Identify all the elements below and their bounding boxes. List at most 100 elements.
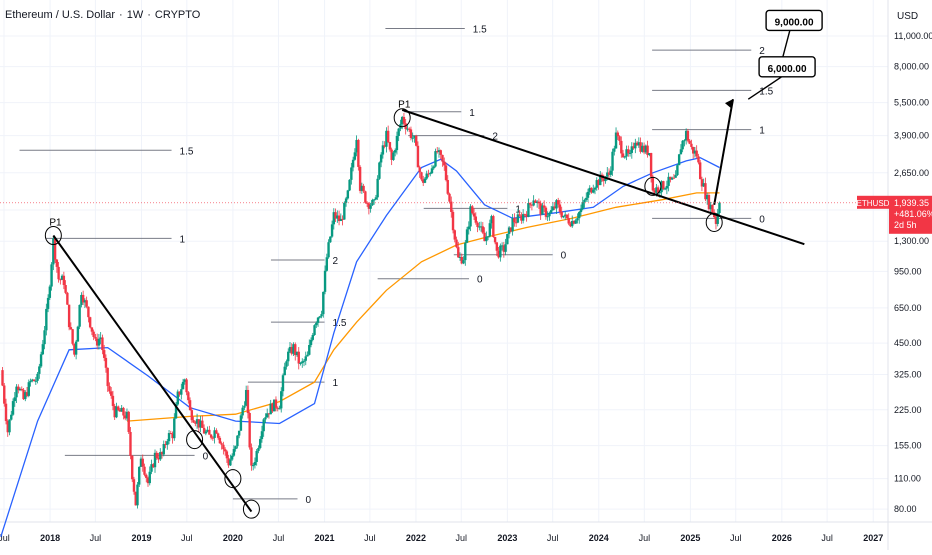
candle [124,415,127,419]
candle [460,256,463,264]
candle [686,130,690,141]
candle [336,215,339,219]
highlight-circle [224,469,242,489]
symbol-title[interactable]: Ethereum / U.S. Dollar · 1W · CRYPTO [5,9,204,21]
candle [29,380,32,383]
candle [337,215,341,222]
candle [223,449,227,452]
candle [488,223,492,237]
candle [443,161,446,166]
fib-level-label: 1.5 [473,24,487,35]
candle [707,195,711,210]
price-change-label: +481.06% [894,209,932,219]
candle [339,218,343,222]
candle [274,399,278,408]
candle [208,429,211,435]
y-tick-label: 2,650.00 [894,168,929,178]
candle [425,173,428,179]
candle [360,185,364,191]
candle [455,239,458,248]
x-tick-label: 2025 [680,533,700,543]
candle [572,221,576,224]
candle [702,183,705,187]
candle [294,344,297,356]
candle [669,176,672,180]
candle [152,464,155,468]
candle [308,344,311,355]
candle [41,344,45,355]
candle [76,326,80,342]
y-tick-label: 950.00 [894,266,922,276]
candle [60,275,64,280]
candle [197,419,201,428]
candle [369,205,372,209]
candle [390,149,393,160]
candle [364,191,367,203]
candle [139,458,143,467]
candle [36,373,39,381]
x-tick-label: Jul [90,533,102,543]
y-tick-label: 110.00 [894,474,921,484]
candle [108,386,111,392]
candle [162,443,165,455]
candle [344,198,348,203]
candle [716,213,719,224]
candle [127,411,130,432]
candle [448,193,451,202]
candle [250,447,253,466]
candle [180,389,183,395]
candle [583,199,586,203]
candle [332,212,336,225]
candle [418,167,421,173]
candle [201,420,204,428]
candle [244,389,248,406]
candle [528,203,532,205]
candle [464,242,467,261]
candle [595,180,598,188]
candle [290,346,293,354]
candle [478,226,481,228]
candle [684,130,688,141]
candle [251,465,255,467]
candle [693,150,697,154]
candle [474,216,478,223]
candle [607,172,611,175]
candle [441,154,444,162]
ma-orange-line [126,192,720,422]
candle [579,208,583,213]
highlight-circle [44,225,62,245]
target-pointer [747,75,784,100]
candle [457,247,460,258]
candle [62,275,66,286]
candle [18,388,22,391]
candle [266,413,269,418]
candle [451,211,455,231]
candle [709,204,712,210]
y-tick-label: 450.00 [894,338,922,348]
candle [295,351,299,356]
candle [469,206,472,227]
candle [362,185,365,192]
candle [216,433,220,438]
fib-level-label: 1 [333,378,339,389]
candle [555,200,558,209]
candle [588,187,591,192]
candle [304,356,307,361]
candle [59,279,62,281]
candle [569,223,572,227]
candle [400,116,404,125]
candle [578,212,581,219]
candle [416,145,420,168]
candle [46,297,50,309]
candle [663,188,667,190]
candle [297,351,300,364]
x-tick-label: Jul [547,533,559,543]
candle [485,236,488,242]
candle [358,166,362,191]
fib-level-label: 0 [477,275,483,286]
currency-label[interactable]: USD [897,11,919,22]
candle [681,140,684,150]
candle [611,151,614,171]
